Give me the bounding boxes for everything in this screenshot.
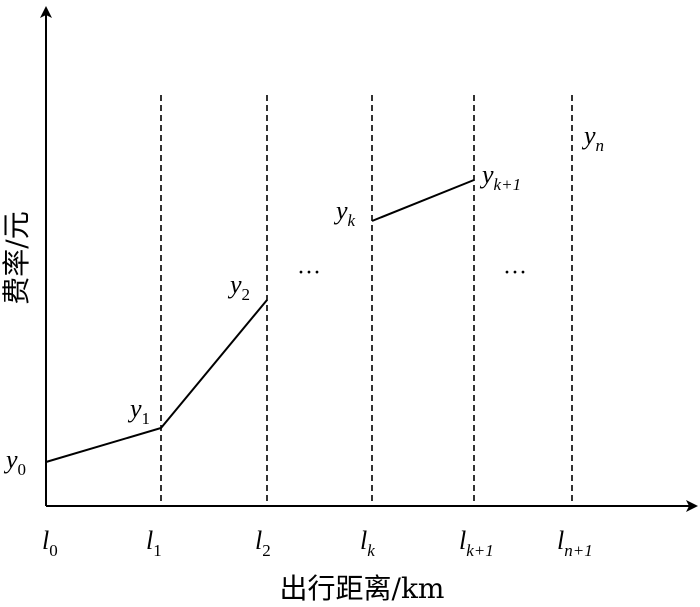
label-y2: y2 [227,270,250,304]
label-yk: yk [333,196,356,230]
label-yk1: yk+1 [479,160,521,194]
x-tick-l1: l1 [146,526,162,560]
fare-segment-0-2 [45,299,268,463]
x-axis-title: 出行距离/km [280,572,445,605]
y-axis-title: 费率/元 [0,211,33,304]
ellipsis-right: ··· [503,260,527,286]
x-tick-l0: l0 [42,526,58,560]
ellipsis-left: ··· [297,260,321,286]
label-y0: y0 [3,445,26,479]
x-tick-lk: lk [360,526,375,560]
x-tick-l2: l2 [255,526,271,560]
label-y1: y1 [127,394,150,428]
x-tick-lk1: lk+1 [459,526,494,560]
fare-segment-k [371,179,475,222]
x-tick-ln1: ln+1 [557,526,593,560]
label-yn: yn [581,121,604,155]
